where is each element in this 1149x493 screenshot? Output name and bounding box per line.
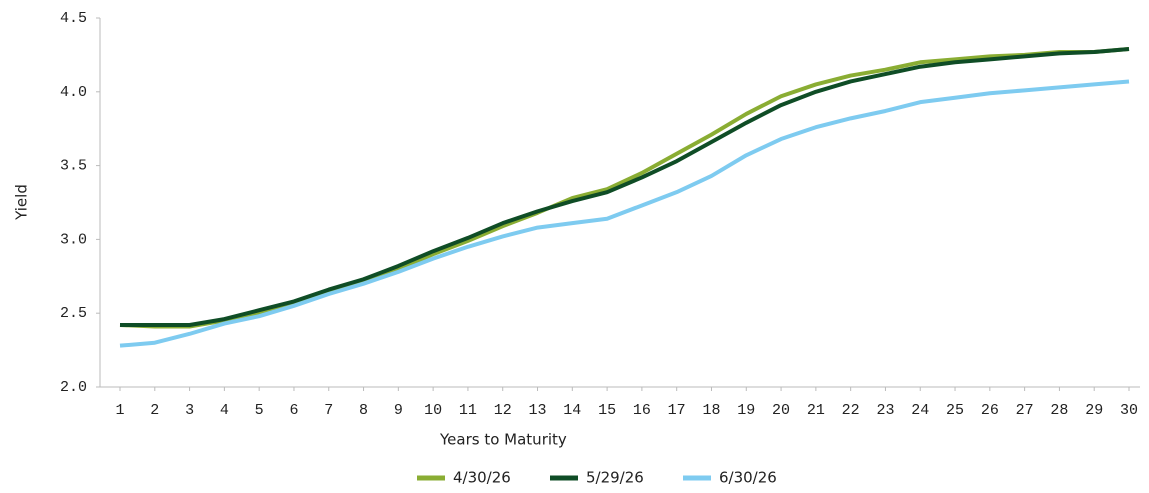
line-series	[119, 79, 1130, 348]
x-tick-label: 7	[324, 402, 333, 419]
x-tick-label: 1	[115, 402, 124, 419]
x-tick-label: 19	[737, 402, 755, 419]
x-tick-label: 30	[1120, 402, 1138, 419]
x-tick-label: 15	[598, 402, 616, 419]
x-tick-label: 13	[529, 402, 547, 419]
x-tick-label: 24	[911, 402, 929, 419]
line-series	[120, 47, 1130, 328]
x-tick-label: 8	[359, 402, 368, 419]
x-tick-label: 21	[807, 402, 825, 419]
x-tick-label: 16	[633, 402, 651, 419]
x-tick-label: 9	[394, 402, 403, 419]
x-tick-label: 5	[255, 402, 264, 419]
x-tick-label: 20	[772, 402, 790, 419]
x-tick-label: 25	[946, 402, 964, 419]
x-tick-label: 27	[1016, 402, 1034, 419]
x-tick-label: 4	[220, 402, 229, 419]
legend-label: 4/30/26	[453, 469, 511, 487]
x-tick-label: 22	[842, 402, 860, 419]
x-tick-label: 18	[702, 402, 720, 419]
y-tick-label: 2.5	[60, 305, 87, 322]
legend-label: 5/29/26	[586, 469, 644, 487]
x-tick-label: 6	[289, 402, 298, 419]
y-tick-label: 4.5	[60, 10, 87, 27]
y-tick-label: 3.5	[60, 158, 87, 175]
x-tick-label: 2	[150, 402, 159, 419]
x-tick-label: 17	[668, 402, 686, 419]
line-series	[119, 47, 1130, 329]
x-tick-label: 3	[185, 402, 194, 419]
y-tick-label: 2.0	[60, 379, 87, 396]
x-tick-label: 29	[1085, 402, 1103, 419]
x-tick-label: 23	[876, 402, 894, 419]
x-tick-label: 11	[459, 402, 477, 419]
x-tick-label: 26	[981, 402, 999, 419]
y-axis-label: Yield	[13, 184, 31, 221]
legend-label: 6/30/26	[719, 469, 777, 487]
y-tick-label: 3.0	[60, 231, 87, 248]
x-tick-label: 12	[494, 402, 512, 419]
x-tick-label: 10	[424, 402, 442, 419]
y-tick-label: 4.0	[60, 84, 87, 101]
x-tick-label: 28	[1050, 402, 1068, 419]
x-tick-label: 14	[563, 402, 581, 419]
x-axis-label: Years to Maturity	[439, 431, 567, 449]
